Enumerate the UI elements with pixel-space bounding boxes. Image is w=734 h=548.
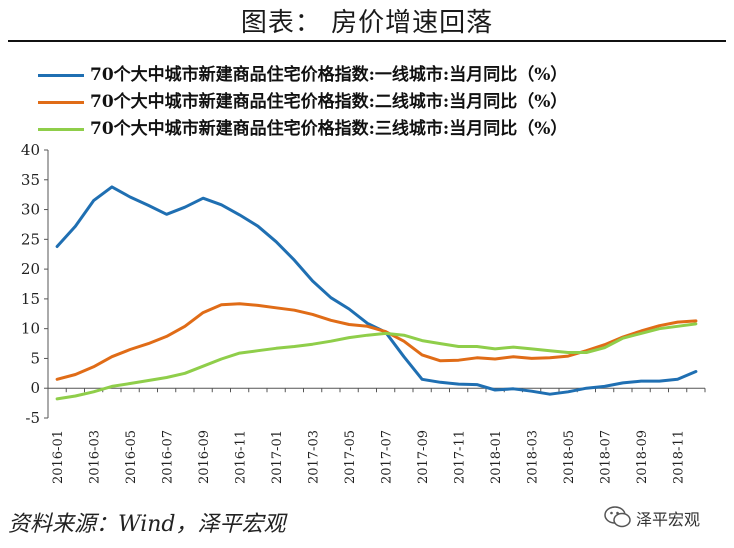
x-tick-label: 2017-11 — [453, 430, 468, 484]
watermark-text: 泽平宏观 — [636, 510, 701, 529]
x-tick-label: 2017-05 — [343, 430, 358, 484]
y-tick-labels: 40 35 30 25 20 15 10 5 0 -5 — [21, 141, 40, 427]
y-tick-label: 20 — [21, 260, 40, 278]
x-tick-label: 2016-11 — [234, 430, 249, 484]
x-tick-label: 2018-07 — [599, 430, 614, 484]
x-tick-label: 2017-03 — [307, 430, 322, 484]
y-tick-label: 15 — [21, 290, 40, 308]
x-tick-label: 2018-05 — [562, 430, 577, 484]
wechat-icon — [604, 506, 631, 528]
title-underline — [8, 40, 726, 42]
x-tick-label: 2018-03 — [526, 430, 541, 484]
x-tick-label: 2018-01 — [489, 430, 504, 484]
x-tick-label: 2016-07 — [161, 430, 176, 484]
legend-label-tier3: 70个大中城市新建商品住宅价格指数:三线城市:当月同比（%） — [90, 119, 568, 139]
x-tick-label: 2017-09 — [416, 430, 431, 484]
x-tick-label: 2016-01 — [51, 430, 66, 484]
y-tick-label: 40 — [21, 141, 40, 159]
x-tick-label: 2017-07 — [380, 430, 395, 484]
legend-swatch-tier2 — [38, 101, 84, 104]
series-line-tier2 — [55, 302, 698, 381]
source-note: 资料来源：Wind，泽平宏观 — [8, 512, 286, 537]
y-tick-label: 35 — [21, 171, 40, 189]
page-title: 图表： 房价增速回落 — [240, 8, 494, 38]
legend-label-tier2: 70个大中城市新建商品住宅价格指数:二线城市:当月同比（%） — [90, 92, 568, 112]
series-line-tier1 — [55, 185, 698, 396]
x-tick-label: 2017-01 — [270, 430, 285, 484]
y-tick-label: 5 — [30, 349, 40, 367]
series-line-tier3 — [55, 322, 698, 401]
chart-axes — [44, 149, 706, 419]
x-tick-label: 2018-09 — [635, 430, 650, 484]
x-tick-label: 2016-03 — [88, 430, 103, 484]
y-tick-label: 0 — [30, 379, 40, 397]
legend-swatch-tier3 — [38, 128, 84, 131]
x-tick-label: 2016-05 — [124, 430, 139, 484]
y-tick-label: 25 — [21, 230, 40, 248]
legend-label-tier1: 70个大中城市新建商品住宅价格指数:一线城市:当月同比（%） — [90, 65, 568, 85]
y-tick-label: -5 — [25, 409, 40, 427]
y-tick-label: 30 — [21, 201, 40, 219]
series-lines — [55, 185, 698, 401]
x-tick-labels: 2016-01 2016-03 2016-05 2016-07 2016-09 2016-… — [51, 430, 687, 484]
y-tick-label: 10 — [21, 320, 40, 338]
x-tick-label: 2016-09 — [197, 430, 212, 484]
x-tick-label: 2018-11 — [672, 430, 687, 484]
legend-swatch-tier1 — [38, 74, 84, 77]
